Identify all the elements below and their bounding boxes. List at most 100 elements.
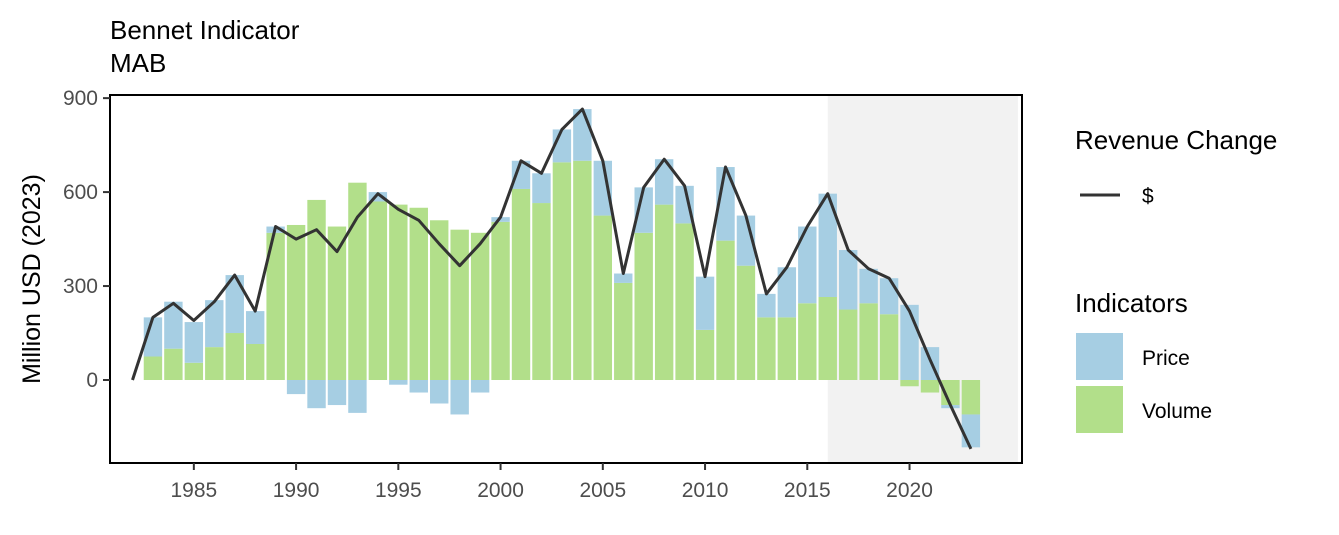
bar-price-2023 — [961, 414, 981, 448]
bar-volume-2007 — [634, 232, 653, 381]
legend-label-dollar: $ — [1142, 185, 1154, 208]
bar-price-2001 — [511, 160, 531, 189]
bar-volume-1985 — [184, 362, 204, 381]
bar-price-2016 — [818, 193, 837, 298]
y-axis-title: Million USD (2023) — [18, 174, 46, 384]
bar-price-2013 — [757, 293, 776, 318]
bar-volume-1983 — [143, 356, 163, 381]
bar-volume-1991 — [307, 199, 326, 381]
bar-price-2017 — [838, 250, 858, 310]
bar-volume-2018 — [859, 303, 878, 381]
x-tick-label-2000: 2000 — [477, 479, 524, 502]
legend-title-indicators: Indicators — [1075, 288, 1188, 318]
bar-volume-2022 — [941, 380, 960, 406]
legend-key-volume — [1076, 386, 1123, 433]
bar-price-1996 — [409, 380, 428, 393]
bar-volume-2021 — [920, 380, 940, 393]
chart-subtitle: MAB — [110, 48, 166, 78]
bar-volume-2011 — [716, 240, 735, 381]
bar-price-2006 — [614, 273, 633, 283]
y-axis: 0 300 600 900 — [63, 87, 110, 392]
bar-volume-2010 — [695, 329, 715, 381]
bar-price-1987 — [225, 275, 244, 334]
x-tick-label-2010: 2010 — [682, 479, 729, 502]
bar-volume-1995 — [389, 204, 408, 381]
bar-volume-1989 — [266, 232, 285, 381]
bar-volume-1990 — [286, 224, 306, 381]
bar-price-2002 — [532, 173, 551, 204]
bar-volume-2008 — [654, 204, 674, 381]
bar-price-1992 — [327, 380, 347, 406]
bar-volume-2003 — [552, 162, 572, 381]
bar-volume-2015 — [798, 303, 817, 381]
bar-price-1984 — [164, 301, 183, 349]
bar-price-1999 — [470, 380, 490, 393]
x-tick-label-1995: 1995 — [375, 479, 422, 502]
y-tick-label-600: 600 — [63, 181, 98, 204]
bar-volume-2020 — [900, 380, 919, 387]
bar-volume-2017 — [838, 309, 858, 381]
bar-price-1995 — [389, 380, 408, 385]
legend: Revenue Change $ Indicators Price Volume — [1075, 125, 1277, 433]
bar-volume-2004 — [573, 160, 592, 381]
bar-volume-1993 — [348, 182, 367, 381]
bar-volume-1999 — [470, 232, 490, 381]
y-tick-label-300: 300 — [63, 275, 98, 298]
bar-price-1988 — [245, 311, 265, 344]
bar-price-1986 — [205, 300, 224, 348]
plot-panel-border — [109, 94, 1023, 464]
bar-volume-2002 — [532, 203, 551, 381]
bar-volume-1986 — [205, 347, 224, 381]
bar-price-1990 — [286, 380, 306, 395]
bar-price-1991 — [307, 380, 326, 409]
bar-price-2020 — [900, 304, 919, 381]
bar-volume-1987 — [225, 333, 244, 381]
bar-volume-1988 — [245, 343, 265, 381]
legend-label-volume: Volume — [1142, 400, 1212, 423]
bar-price-2007 — [634, 187, 653, 233]
bar-price-2008 — [654, 159, 674, 205]
bar-volume-1998 — [450, 229, 469, 381]
bar-volume-1994 — [368, 201, 388, 381]
x-tick-label-2020: 2020 — [886, 479, 933, 502]
bar-volume-2006 — [614, 282, 633, 381]
bar-volume-2012 — [736, 265, 756, 381]
legend-title-revenue-change: Revenue Change — [1075, 125, 1277, 155]
bar-price-2005 — [593, 160, 613, 216]
bar-price-2010 — [695, 276, 715, 330]
bar-price-1994 — [368, 192, 388, 202]
bar-price-2014 — [777, 267, 797, 318]
y-tick-label-900: 900 — [63, 87, 98, 110]
bar-volume-2023 — [961, 380, 981, 415]
bar-volume-1997 — [430, 220, 449, 381]
bar-price-1998 — [450, 380, 469, 415]
y-tick-label-0: 0 — [86, 369, 98, 392]
bar-volume-2016 — [818, 297, 837, 381]
bar-layer — [143, 109, 981, 448]
bar-price-2009 — [675, 185, 694, 224]
bar-price-1985 — [184, 322, 204, 363]
bar-volume-1992 — [327, 226, 347, 381]
x-tick-label-1990: 1990 — [273, 479, 320, 502]
bar-volume-2014 — [777, 317, 797, 381]
x-axis: 1985 1990 1995 2000 2005 2010 2015 2020 — [170, 463, 933, 502]
bar-price-1997 — [430, 380, 449, 404]
x-tick-label-1985: 1985 — [170, 479, 217, 502]
legend-label-price: Price — [1142, 347, 1190, 370]
line-layer — [131, 107, 973, 450]
legend-key-price — [1076, 333, 1123, 380]
bar-volume-2001 — [511, 188, 531, 381]
bar-price-2015 — [798, 226, 817, 304]
revenue-change-line — [131, 107, 973, 450]
bar-volume-2009 — [675, 223, 694, 381]
chart-title: Bennet Indicator — [110, 15, 300, 45]
bar-volume-2019 — [879, 314, 899, 381]
bar-volume-2000 — [491, 221, 510, 381]
x-tick-label-2005: 2005 — [579, 479, 626, 502]
bar-volume-2005 — [593, 215, 613, 381]
bar-volume-1984 — [164, 348, 183, 381]
bar-price-2019 — [879, 278, 899, 315]
x-tick-label-2015: 2015 — [784, 479, 831, 502]
bar-price-1993 — [348, 380, 367, 413]
